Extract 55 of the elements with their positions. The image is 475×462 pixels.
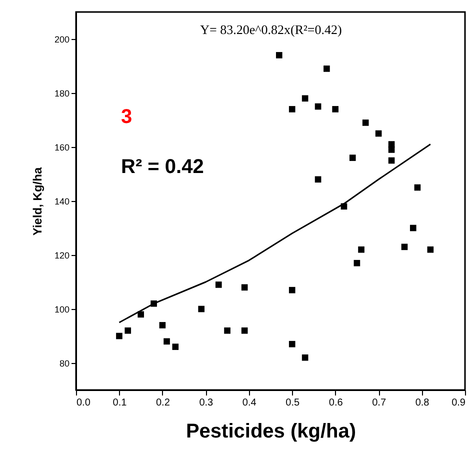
point [410,224,416,232]
x-tick-label: 0.2 [156,398,170,408]
x-tick-label: 0.9 [452,398,466,408]
point [124,327,132,334]
point [414,184,421,191]
y-tick-label: 140 [54,196,70,206]
y-tick-label: 180 [54,88,70,98]
y-tick-label: 200 [54,34,70,44]
x-tick-label: 0.1 [112,398,128,408]
point [288,106,296,112]
x-tick-label: 0.4 [242,398,257,408]
y-tick-label: 100 [54,304,70,314]
line-series [118,144,432,324]
y-axis-title: Yield, Kg/ha [30,167,44,236]
y-tick-label: 80 [59,358,70,368]
point [427,246,434,253]
point [388,157,395,164]
x-tick-label: 0.0 [76,398,91,408]
point [362,120,369,126]
point [314,176,322,183]
x-tick-label: 0.6 [328,398,344,408]
point [215,282,222,288]
x-tick-label: 0.7 [372,398,386,408]
y-tick-label: 160 [54,142,70,152]
annotation: 3 [121,106,132,128]
point [349,154,356,161]
x-tick-label: 0.8 [415,398,430,408]
point [198,306,205,312]
point [138,311,144,318]
annotation: R² = 0.42 [121,156,204,178]
point [172,344,179,350]
point [314,103,322,110]
point [288,286,296,294]
point [302,354,308,361]
point [288,340,296,348]
point [224,327,230,334]
point [116,332,122,340]
point [164,338,170,345]
point [241,284,248,291]
x-axis-title: Pesticides (kg/ha) [186,420,356,442]
point [388,146,395,153]
point [375,130,382,137]
point [324,66,330,72]
x-tick-label: 0.3 [199,398,214,408]
point [276,52,282,58]
point [302,95,308,102]
y-tick-label: 120 [54,250,70,260]
point [332,106,338,112]
point [241,327,248,334]
point [401,244,408,250]
annotation: Y= 83.20e^0.82x(R²=0.42) [200,22,342,37]
point [354,260,360,266]
x-tick-label: 0.5 [286,398,300,408]
point [159,322,166,328]
point [358,246,364,253]
